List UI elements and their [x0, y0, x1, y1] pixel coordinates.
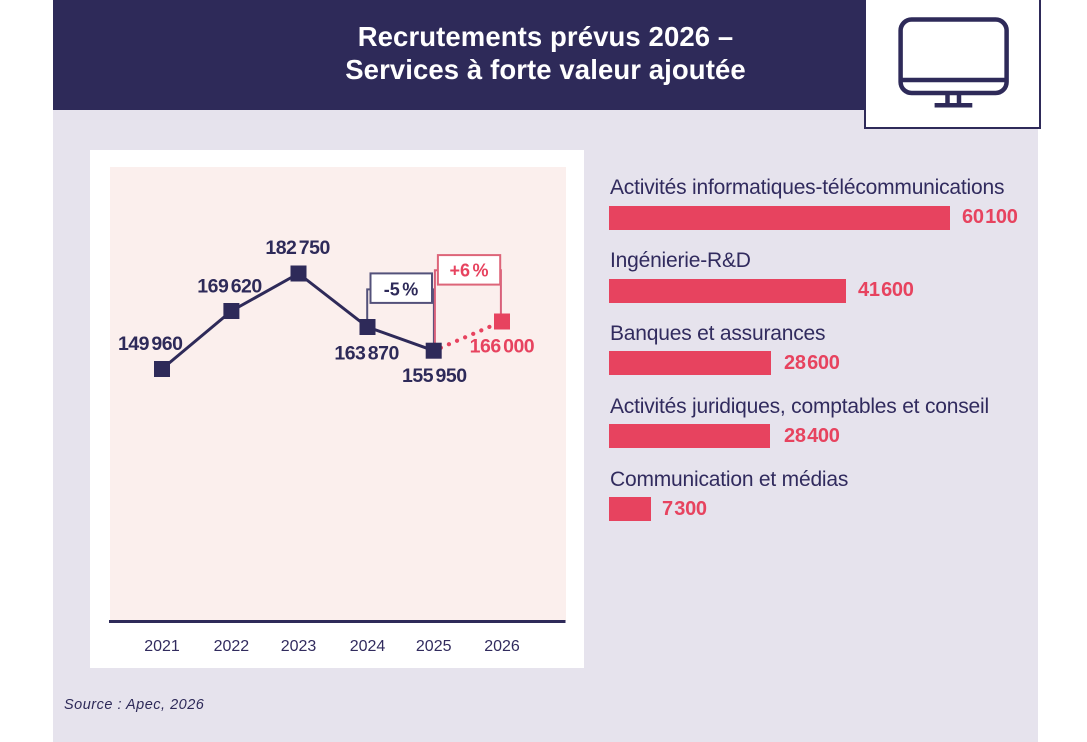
svg-text:2021: 2021	[144, 638, 180, 655]
svg-text:166 000: 166 000	[470, 335, 535, 357]
svg-text:149 960: 149 960	[118, 333, 183, 355]
svg-text:-5 %: -5 %	[384, 279, 419, 299]
svg-text:155 950: 155 950	[402, 365, 467, 387]
svg-text:2026: 2026	[484, 638, 520, 655]
svg-text:2023: 2023	[281, 638, 317, 655]
svg-text:169 620: 169 620	[197, 276, 262, 298]
svg-text:+6 %: +6 %	[449, 260, 488, 280]
svg-text:2022: 2022	[214, 638, 250, 655]
svg-text:2024: 2024	[350, 638, 386, 655]
svg-text:182 750: 182 750	[265, 237, 330, 259]
svg-text:163 870: 163 870	[334, 342, 399, 364]
svg-text:2025: 2025	[416, 638, 452, 655]
